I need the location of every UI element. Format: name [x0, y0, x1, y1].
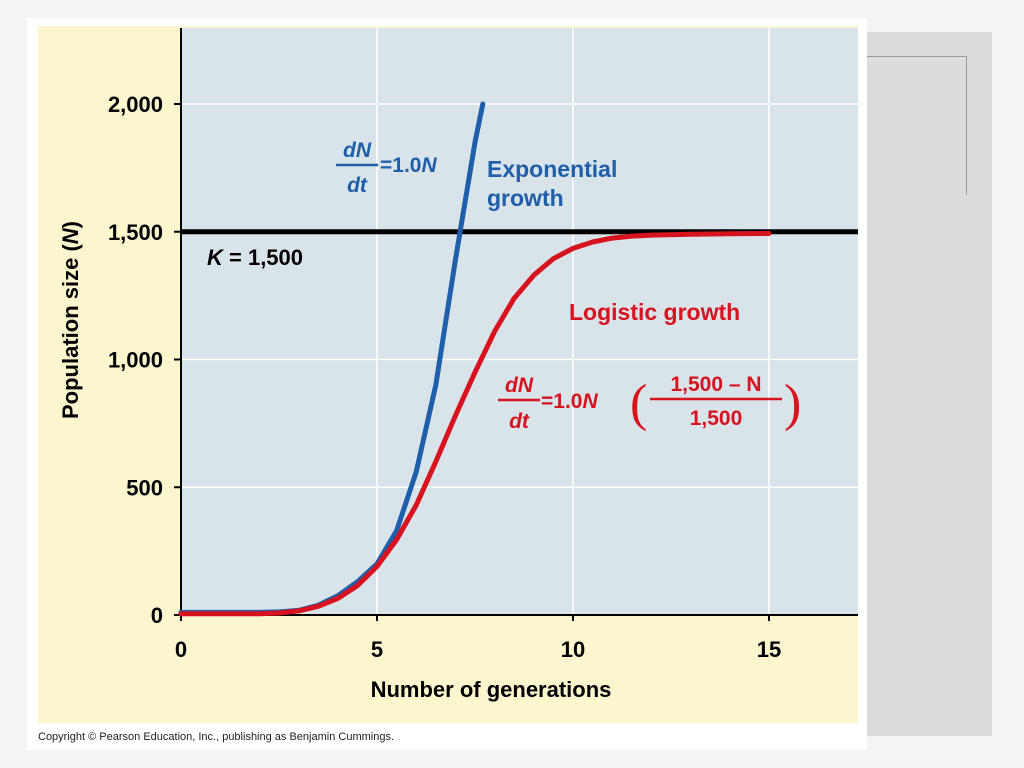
exp-eq-rhs: =1.0N [380, 154, 437, 177]
k-variable: K [207, 245, 225, 270]
exp-eq-denominator: dt [347, 174, 368, 197]
y-tick-label: 1,000 [108, 348, 163, 373]
y-tick-label: 0 [151, 603, 163, 628]
series-line-logistic [178, 231, 772, 617]
axes [174, 28, 858, 621]
exp-eq-numerator: dN [343, 139, 372, 162]
logistic-label: Logistic growth [569, 299, 740, 325]
log-eq-rhs: =1.0N [541, 390, 598, 413]
exponential-equation: dN dt =1.0N [336, 139, 437, 197]
y-axis-title: Population size (N) [58, 221, 83, 419]
logistic-equation: dN dt =1.0N ( 1,500 – N 1,500 ) [498, 373, 801, 433]
log-eq-rhs-number: =1.0 [541, 390, 582, 413]
y-tick-label: 1,500 [108, 220, 163, 245]
figure-card: 0 5 10 15 0 500 1,000 1,500 2,000 K = 1,500 dN d… [27, 18, 867, 750]
log-eq-inner-denominator: 1,500 [690, 407, 743, 430]
log-eq-inner-numerator: 1,500 – N [670, 373, 761, 396]
x-tick-label: 5 [371, 637, 383, 662]
tick-labels: 0 5 10 15 0 500 1,000 1,500 2,000 [108, 92, 781, 662]
log-eq-denominator: dt [509, 410, 530, 433]
copyright-notice: Copyright © Pearson Education, Inc., pub… [38, 731, 395, 743]
exponential-label-line1: Exponential [487, 156, 617, 182]
y-tick-label: 2,000 [108, 92, 163, 117]
log-eq-right-paren: ) [784, 375, 801, 432]
slide-frame-line [866, 56, 967, 195]
k-value: = 1,500 [223, 245, 303, 270]
exponential-label-line2: growth [487, 185, 564, 211]
carrying-capacity-label: K = 1,500 [207, 245, 303, 270]
exp-eq-rhs-variable: N [421, 154, 437, 177]
x-tick-label: 0 [175, 637, 187, 662]
x-axis-title: Number of generations [371, 677, 612, 702]
plot-area [181, 28, 858, 615]
y-axis-title-variable: N [58, 227, 83, 244]
y-axis-title-prefix: Population size ( [58, 244, 83, 419]
exp-eq-rhs-number: =1.0 [380, 154, 421, 177]
y-axis-title-suffix: ) [58, 221, 83, 228]
x-tick-label: 15 [757, 637, 781, 662]
log-eq-rhs-variable: N [582, 390, 598, 413]
log-eq-left-paren: ( [630, 375, 647, 432]
log-eq-numerator: dN [505, 374, 534, 397]
population-growth-chart: 0 5 10 15 0 500 1,000 1,500 2,000 K = 1,500 dN d… [38, 26, 858, 723]
y-tick-label: 500 [126, 475, 163, 500]
slide-shadow-panel [866, 32, 992, 736]
x-tick-label: 10 [561, 637, 585, 662]
